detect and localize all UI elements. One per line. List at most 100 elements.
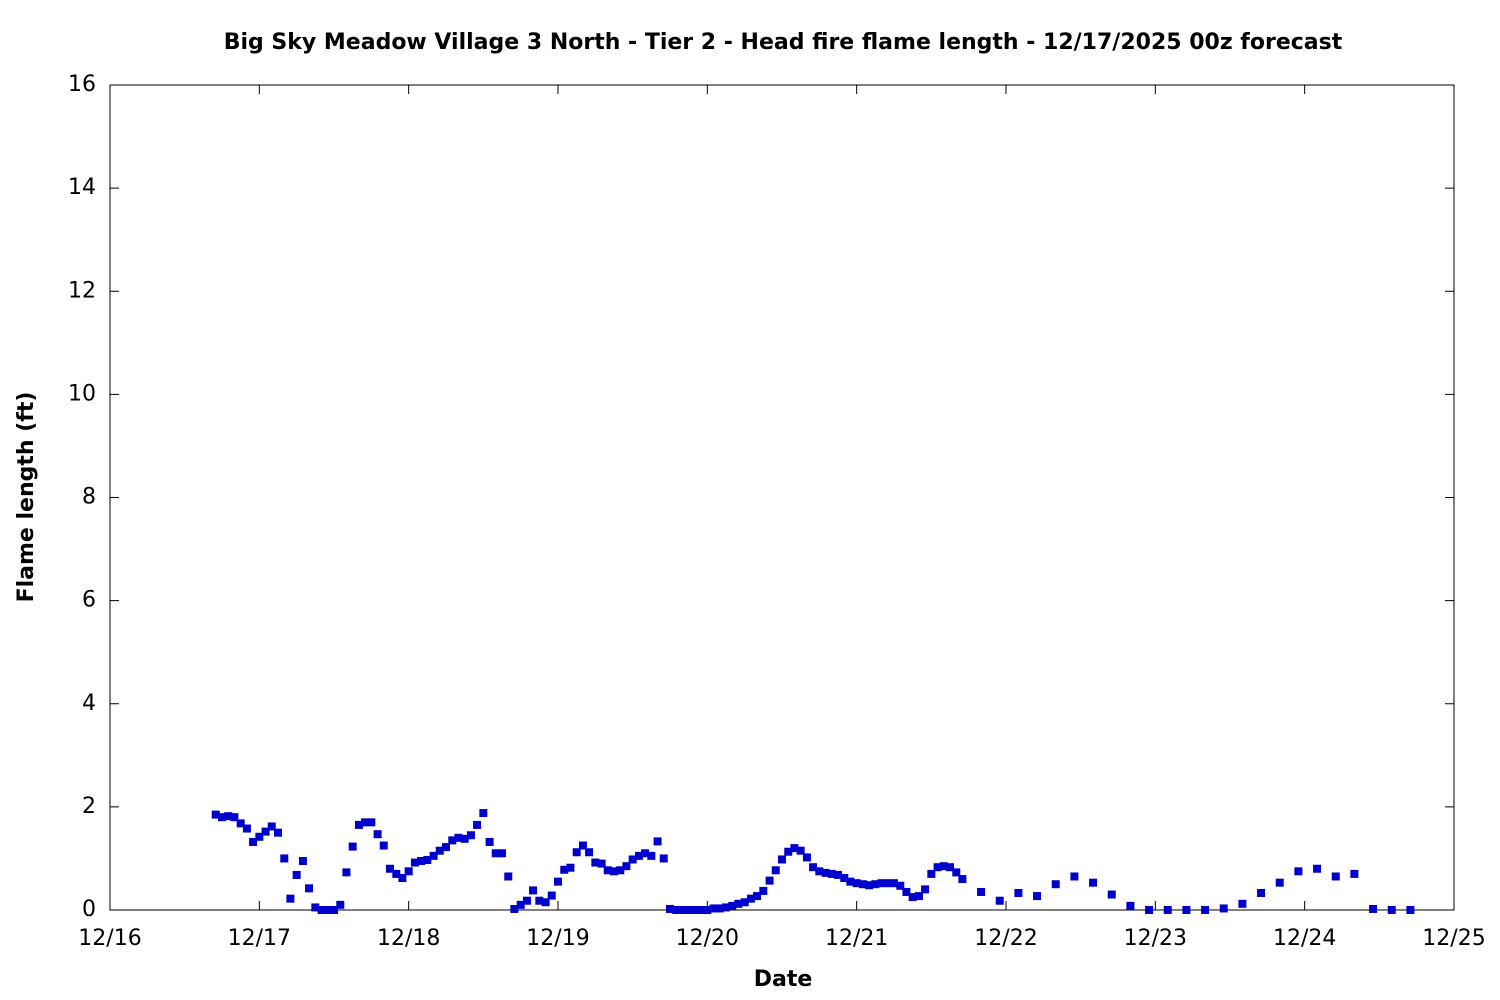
data-point: [927, 869, 936, 878]
data-point: [946, 863, 954, 872]
data-point: [410, 858, 419, 867]
x-tick-label: 12/24: [1273, 926, 1336, 951]
data-point: [827, 869, 836, 878]
data-point: [1107, 890, 1116, 899]
data-point: [796, 846, 805, 855]
data-point: [367, 818, 376, 827]
data-point: [292, 870, 301, 879]
data-point: [653, 837, 662, 846]
data-point: [211, 810, 220, 819]
data-point: [529, 886, 538, 895]
data-point: [1331, 872, 1340, 881]
data-point: [280, 854, 289, 863]
data-point: [1238, 899, 1247, 908]
data-point: [703, 906, 712, 914]
y-tick-label: 12: [68, 278, 96, 303]
data-point: [242, 824, 251, 833]
data-point: [977, 887, 986, 896]
data-point: [939, 862, 948, 871]
data-point: [491, 849, 500, 858]
data-point: [610, 867, 618, 876]
data-point: [460, 834, 469, 843]
data-point: [373, 830, 382, 839]
data-point: [466, 831, 475, 840]
data-point: [392, 869, 401, 878]
data-point: [1369, 904, 1378, 913]
data-point: [578, 841, 587, 850]
data-point: [628, 855, 637, 864]
data-point: [1257, 888, 1266, 897]
data-point: [778, 855, 786, 864]
data-point: [690, 906, 699, 914]
x-tick-label: 12/23: [1124, 926, 1187, 951]
data-point: [1350, 869, 1359, 878]
data-point: [442, 843, 450, 852]
data-point: [336, 900, 345, 909]
y-tick-label: 8: [82, 485, 96, 510]
data-point: [634, 851, 643, 860]
data-point: [274, 828, 282, 837]
y-tick-label: 6: [82, 588, 96, 613]
data-point: [554, 877, 562, 886]
data-point: [1070, 872, 1079, 881]
data-point: [454, 833, 463, 842]
x-tick-label: 12/16: [78, 926, 141, 951]
data-point: [572, 848, 581, 857]
data-point: [361, 818, 370, 827]
data-point: [379, 841, 388, 850]
x-tick-label: 12/22: [974, 926, 1037, 951]
data-point: [311, 903, 320, 912]
data-point: [1163, 906, 1172, 914]
data-point: [622, 862, 631, 871]
data-point: [236, 819, 245, 828]
data-point: [952, 868, 961, 877]
data-point: [908, 893, 917, 902]
data-point: [641, 849, 650, 858]
x-tick-label: 12/18: [377, 926, 440, 951]
data-point: [1294, 867, 1303, 876]
x-tick-label: 12/21: [825, 926, 888, 951]
data-point: [386, 864, 394, 873]
data-point: [684, 906, 693, 914]
data-point: [547, 891, 556, 900]
x-tick-label: 12/25: [1422, 926, 1485, 951]
data-point: [1033, 892, 1042, 901]
data-point: [354, 820, 363, 829]
data-point: [771, 866, 780, 875]
data-point: [330, 906, 338, 914]
data-point: [740, 898, 749, 907]
data-point: [715, 904, 724, 913]
y-tick-label: 10: [68, 381, 96, 406]
chart-title: Big Sky Meadow Village 3 North - Tier 2 …: [224, 30, 1343, 55]
data-point: [249, 837, 258, 846]
data-point: [722, 903, 730, 912]
data-point: [815, 867, 824, 876]
data-point: [877, 879, 886, 888]
data-point: [933, 863, 942, 872]
data-point: [697, 906, 706, 914]
data-point: [678, 906, 687, 914]
data-point: [261, 827, 270, 836]
data-point: [1219, 904, 1228, 913]
data-point: [765, 876, 774, 885]
data-point: [1201, 906, 1210, 914]
data-point: [753, 892, 762, 901]
data-point: [728, 901, 737, 910]
data-point: [871, 880, 880, 889]
y-tick-label: 14: [68, 175, 96, 200]
data-point: [323, 906, 332, 914]
x-tick-label: 12/19: [526, 926, 589, 951]
data-point: [286, 894, 295, 903]
data-point: [784, 847, 793, 856]
data-point: [914, 892, 923, 901]
y-tick-label: 4: [82, 691, 96, 716]
data-point: [429, 851, 438, 860]
data-point: [790, 844, 799, 853]
data-point: [1387, 906, 1396, 914]
data-point: [659, 854, 668, 863]
data-point: [759, 886, 768, 895]
data-point: [298, 857, 307, 866]
data-point: [504, 872, 513, 881]
data-point: [404, 867, 413, 876]
